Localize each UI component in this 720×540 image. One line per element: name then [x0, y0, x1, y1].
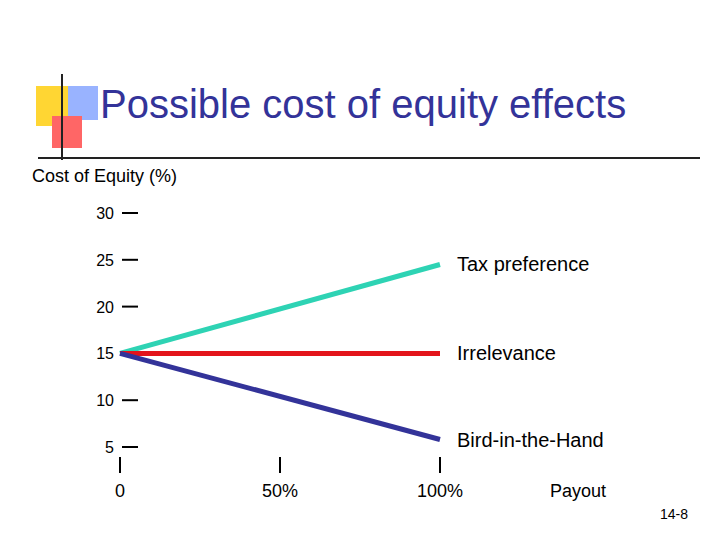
series-line	[120, 353, 440, 439]
x-tick	[119, 457, 121, 473]
y-tick-label: 25	[96, 252, 114, 269]
slide-decoration	[36, 74, 700, 160]
series-label: Irrelevance	[457, 342, 556, 364]
x-tick-label: 50%	[262, 481, 298, 501]
deco-line	[38, 157, 700, 159]
series-label: Bird-in-the-Hand	[457, 429, 604, 451]
x-tick-label: 0	[115, 481, 125, 501]
title: Possible cost of equity effects	[100, 82, 626, 126]
y-tick-label: 30	[96, 205, 114, 222]
y-tick	[122, 399, 138, 401]
y-tick	[122, 446, 138, 448]
deco-square	[52, 116, 82, 148]
y-tick-label: 15	[96, 345, 114, 362]
x-tick-label: 100%	[417, 481, 463, 501]
y-tick-label: 20	[96, 299, 114, 316]
y-tick	[122, 212, 138, 214]
root: Possible cost of equity effects Cost of E…	[0, 0, 720, 540]
series-group	[120, 264, 440, 439]
chart: Possible cost of equity effects Cost of E…	[0, 0, 720, 540]
y-tick-label: 10	[96, 392, 114, 409]
x-axis: 0 50% 100%	[115, 457, 463, 501]
x-axis-label: Payout	[550, 481, 606, 501]
y-axis: 5 10 15 20 25 30	[96, 205, 138, 456]
y-tick-label: 5	[105, 439, 114, 456]
series-line	[120, 351, 440, 356]
x-tick	[439, 457, 441, 473]
y-axis-label: Cost of Equity (%)	[32, 166, 177, 186]
deco-square	[68, 86, 98, 120]
series-label: Tax preference	[457, 253, 589, 275]
y-tick	[122, 306, 138, 308]
y-tick	[122, 259, 138, 261]
series-labels: Tax preference Irrelevance Bird-in-the-Han…	[457, 253, 604, 450]
deco-line	[61, 74, 63, 160]
x-tick	[279, 457, 281, 473]
slide-number: 14-8	[660, 506, 688, 522]
series-line	[120, 264, 440, 353]
